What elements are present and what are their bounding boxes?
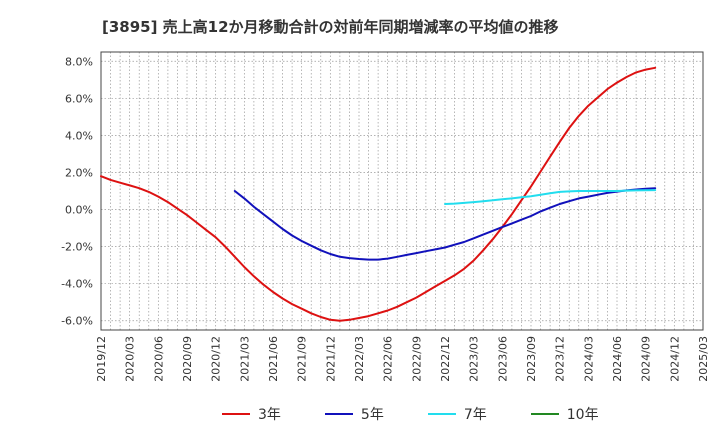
y-tick-label: 4.0% [65,129,93,142]
legend-item: 3年 [222,404,281,424]
x-tick-label: 2020/12 [210,336,223,382]
y-tick-label: 8.0% [65,55,93,68]
series-lines [100,66,657,322]
x-tick-label: 2020/06 [152,336,165,382]
series-line-3年 [100,66,657,322]
series-line-5年 [233,187,657,261]
x-tick-label: 2024/06 [611,336,624,382]
x-tick-label: 2019/12 [95,336,108,382]
series-line-7年 [444,189,657,205]
legend-swatch [324,413,353,415]
y-tick-label: -6.0% [61,315,93,328]
x-tick-label: 2022/06 [382,336,395,382]
x-tick-label: 2023/12 [554,336,567,382]
x-tick-label: 2023/03 [468,336,481,382]
x-tick-label: 2020/09 [181,336,194,382]
x-tick-label: 2021/12 [324,336,337,382]
legend-swatch [427,413,456,415]
y-tick-label: -4.0% [61,278,93,291]
x-tick-label: 2023/09 [525,336,538,382]
legend: 3年 5年 7年 10年 [222,404,643,424]
legend-item: 7年 [427,404,487,424]
x-tick-label: 2024/12 [668,336,681,382]
plot-area [100,51,704,331]
x-tick-label: 2021/09 [296,336,309,382]
legend-swatch [222,413,250,415]
legend-item: 5年 [324,404,384,424]
x-tick-label: 2020/03 [124,336,137,382]
chart-title: [3895] 売上高12か月移動合計の対前年同期増減率の平均値の推移 [102,18,559,36]
y-tick-label: 6.0% [65,92,93,105]
axes: 2019/12 2020/03 2020/06 2020/09 2020/12 2021/… [61,55,710,381]
y-tick-label: 2.0% [65,166,93,179]
grid [100,52,704,330]
y-tick-label: 0.0% [65,204,93,217]
legend-label: 5年 [360,407,384,423]
legend-swatch [530,413,559,415]
y-tick-label: -2.0% [61,241,93,254]
legend-item: 10年 [530,404,599,424]
x-tick-label: 2022/03 [353,336,366,382]
x-tick-label: 2022/09 [410,336,423,382]
legend-label: 10年 [566,407,599,423]
x-tick-label: 2022/12 [439,336,452,382]
x-tick-label: 2025/03 [697,336,710,382]
legend-label: 7年 [463,407,487,423]
x-tick-label: 2024/03 [582,336,595,382]
x-tick-label: 2023/06 [496,336,509,382]
x-tick-label: 2021/03 [238,336,251,382]
x-tick-label: 2021/06 [267,336,280,382]
x-tick-label: 2024/09 [640,336,653,382]
legend-label: 3年 [258,407,281,423]
